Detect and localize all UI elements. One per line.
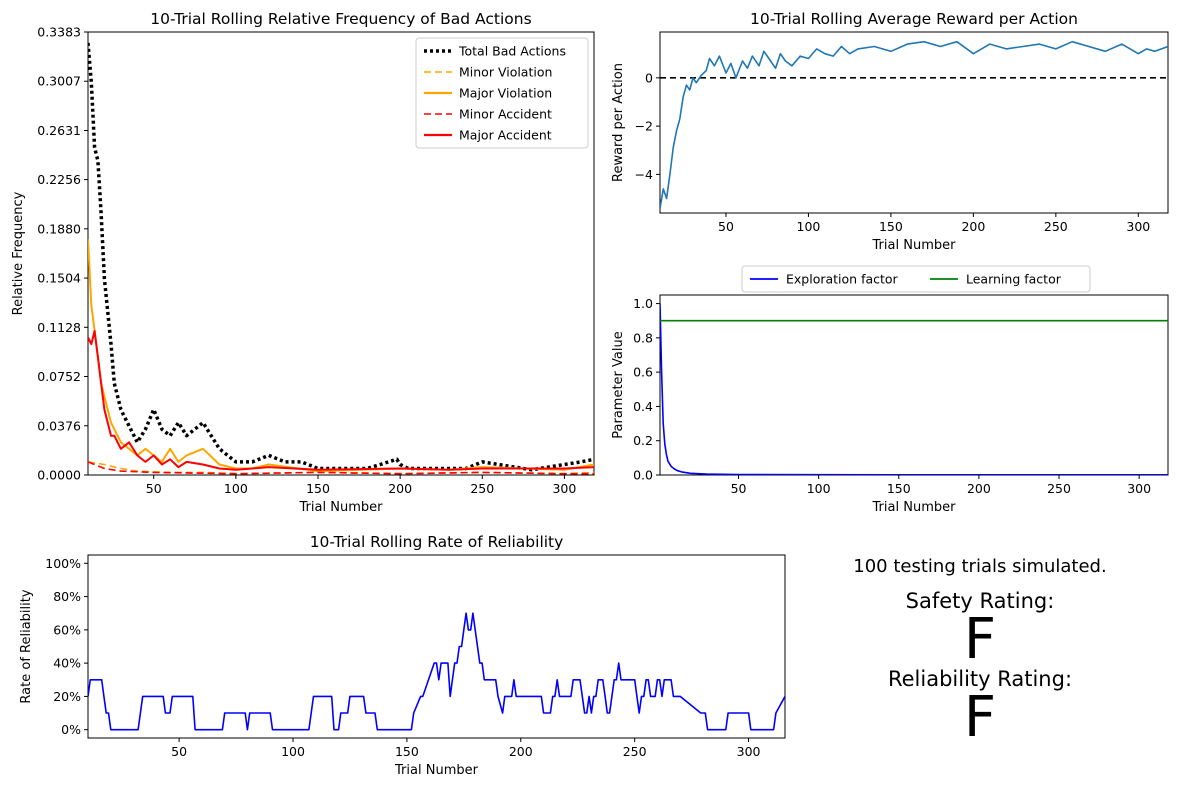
x-tick-label: 150 [395, 744, 419, 759]
y-tick-label: 0.6 [633, 365, 653, 380]
y-tick-label: 60% [53, 622, 81, 637]
safety-rating-grade: F [963, 607, 997, 672]
x-tick-label: 50 [146, 481, 162, 496]
x-axis-label: Trial Number [872, 238, 957, 253]
chart-title: 10-Trial Rolling Relative Frequency of B… [150, 10, 531, 28]
reliability-rating-label: Reliability Rating: [887, 667, 1073, 691]
y-axis-label: Relative Frequency [11, 191, 26, 315]
legend-label: Minor Accident [459, 107, 552, 122]
y-tick-label: 0.1504 [37, 271, 81, 286]
series-exploration-factor [660, 303, 1168, 475]
x-tick-label: 100 [797, 219, 821, 234]
y-tick-label: 0 [645, 70, 653, 85]
legend-label: Major Violation [459, 86, 552, 101]
rating-panel: 100 testing trials simulated. Safety Rat… [800, 548, 1160, 750]
x-tick-label: 50 [718, 219, 734, 234]
x-tick-label: 50 [171, 744, 187, 759]
y-tick-label: 100% [45, 556, 81, 571]
chart-parameters: 50 100 150 200 250 300 0.0 0.2 0.4 0.6 0.8 1.0 Trial… [611, 265, 1169, 515]
x-tick-label: 200 [961, 219, 985, 234]
y-tick-label: 1.0 [633, 296, 653, 311]
y-tick-label: 20% [53, 689, 81, 704]
x-tick-label: 200 [509, 744, 533, 759]
y-tick-label: 0.1128 [37, 320, 81, 335]
y-axis-label: Rate of Reliability [19, 589, 34, 703]
y-axis-label: Reward per Action [611, 63, 626, 182]
x-axis-label: Trial Number [394, 763, 479, 778]
y-tick-label: 0.0000 [37, 468, 81, 483]
x-tick-label: 300 [1126, 219, 1150, 234]
y-tick-label: 0.2256 [37, 172, 81, 187]
y-axis-label: Parameter Value [611, 331, 626, 438]
y-tick-label: 0.1880 [37, 221, 81, 236]
testing-trials-note: 100 testing trials simulated. [853, 556, 1107, 577]
legend-label: Exploration factor [786, 272, 899, 287]
x-tick-label: 300 [552, 481, 576, 496]
x-tick-label: 250 [623, 744, 647, 759]
series-minor-accident [88, 461, 594, 475]
y-tick-label: −4 [635, 167, 653, 182]
x-tick-label: 150 [887, 481, 911, 496]
chart-bad-actions: 50 100 150 200 250 300 0.0000 0.0376 0.0752 0.112… [11, 10, 595, 515]
x-tick-label: 100 [807, 481, 831, 496]
x-tick-label: 300 [1127, 481, 1151, 496]
y-tick-label: 0.0 [633, 468, 653, 483]
x-tick-label: 100 [224, 481, 248, 496]
chart-title: 10-Trial Rolling Rate of Reliability [310, 533, 564, 551]
legend-label: Minor Violation [459, 65, 552, 80]
y-tick-label: 0.3007 [37, 74, 81, 89]
plot-area [659, 31, 1169, 214]
y-tick-label: 0.2 [633, 433, 653, 448]
y-tick-label: −2 [635, 119, 653, 134]
x-tick-label: 50 [731, 481, 747, 496]
safety-rating-label: Safety Rating: [905, 589, 1055, 613]
legend-label: Learning factor [966, 272, 1062, 287]
x-tick-label: 250 [470, 481, 494, 496]
plot-area [87, 554, 786, 739]
chart-reliability: 50 100 150 200 250 300 0% 20% 40% 60% 80% 100% Trial… [19, 533, 786, 778]
y-tick-label: 0.0752 [37, 369, 81, 384]
x-tick-label: 300 [737, 744, 761, 759]
y-tick-label: 0.2631 [37, 123, 81, 138]
y-tick-label: 0% [61, 722, 81, 737]
x-tick-label: 250 [1044, 219, 1068, 234]
x-tick-label: 200 [967, 481, 991, 496]
y-tick-label: 0.8 [633, 330, 653, 345]
x-tick-label: 150 [306, 481, 330, 496]
y-tick-label: 80% [53, 589, 81, 604]
x-tick-label: 250 [1047, 481, 1071, 496]
plot-area [659, 294, 1169, 476]
y-tick-label: 0.4 [633, 399, 653, 414]
y-tick-label: 0.0376 [37, 418, 81, 433]
series-reliability [88, 612, 785, 731]
x-tick-label: 150 [879, 219, 903, 234]
x-axis-label: Trial Number [299, 500, 384, 515]
legend-label: Major Accident [459, 128, 552, 143]
x-tick-label: 200 [388, 481, 412, 496]
chart-title: 10-Trial Rolling Average Reward per Acti… [750, 10, 1078, 28]
y-tick-label: 0.3383 [37, 25, 81, 40]
y-tick-label: 40% [53, 656, 81, 671]
chart-reward: 50 100 150 200 250 300 −4 −2 0 Trial Number Reward… [611, 10, 1169, 253]
reliability-rating-grade: F [963, 685, 997, 750]
legend-box [415, 37, 589, 149]
series-reward [660, 40, 1168, 209]
series-major-accident [88, 330, 594, 471]
x-tick-label: 100 [281, 744, 305, 759]
legend-label: Total Bad Actions [458, 44, 566, 59]
legend-box [741, 265, 1091, 293]
x-axis-label: Trial Number [872, 500, 957, 515]
